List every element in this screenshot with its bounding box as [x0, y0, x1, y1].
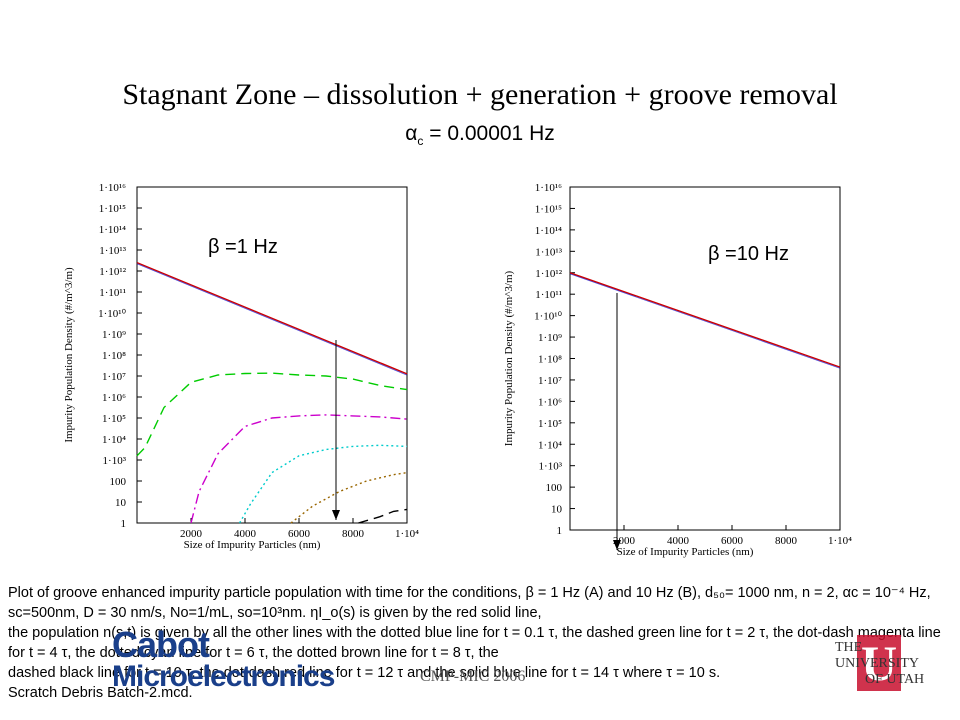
chart-b-y-tick-label: 1·10¹⁰	[534, 311, 562, 323]
chart-b-y-tick-label: 1·10⁶	[538, 396, 562, 408]
chart-b-series-overlay-blue	[569, 273, 841, 369]
chart-b-y-tick-label: 1·10¹⁵	[535, 203, 562, 215]
chart-b-y-tick-label: 1·10¹²	[535, 268, 562, 280]
chart-a-arrow-head	[332, 510, 340, 520]
utah-logo-line3: OF UTAH	[865, 672, 925, 687]
subtitle-sub: c	[417, 134, 424, 149]
chart-b-y-tick-label: 10	[551, 504, 563, 516]
chart-b-y-tick-label: 100	[546, 482, 563, 494]
chart-b-y-tick-label: 1·10⁸	[538, 354, 562, 366]
cabot-logo-line1: Cabot	[112, 624, 210, 665]
cabot-logo-line2: Microelectronics	[112, 660, 335, 693]
utah-logo-line2: UNIVERSITY	[835, 656, 919, 671]
caption-line-2: the population n(s,t) is given by all th…	[8, 625, 941, 661]
chart-b-y-tick-label: 1	[557, 525, 563, 537]
chart-a-y-tick-label: 1·10¹⁵	[99, 203, 126, 215]
slide-title: Stagnant Zone – dissolution + generation…	[122, 78, 838, 111]
slide-subtitle: αc = 0.00001 Hz	[0, 122, 960, 148]
chart-a-y-tick-label: 1·10⁵	[102, 413, 126, 425]
chart-a-x-tick-label: 2000	[180, 528, 203, 540]
chart-b-y-tick-label: 1·10¹⁶	[535, 182, 562, 194]
chart-b-y-axis-label: Impurity Population Density (#/m^3/m)	[503, 270, 515, 446]
chart-a-y-tick-label: 1·10¹²	[99, 266, 126, 278]
chart-a-series-magenta	[190, 414, 408, 524]
chart-b-arrow-head	[613, 540, 621, 550]
chart-b-y-tick-label: 1·10⁵	[538, 418, 562, 430]
chart-b-y-tick-label: 1·10³	[539, 461, 563, 473]
subtitle-alpha: α	[405, 122, 418, 145]
chart-b-y-tick-label: 1·10¹⁴	[535, 225, 562, 237]
chart-a-y-axis-label: Impurity Population Density (#/m^3/m)	[63, 267, 75, 443]
subtitle-rest: = 0.00001 Hz	[423, 122, 555, 145]
chart-a-y-tick-label: 1·10¹³	[99, 245, 126, 257]
chart-a-y-tick-label: 1·10¹⁰	[98, 308, 126, 320]
chart-a-series-brown	[290, 471, 408, 524]
caption-line-3: dashed black line for t = 10 τ, the dot-…	[8, 665, 721, 681]
utah-u-mark: U	[857, 635, 901, 691]
footer-text: CMP-MIC 2006	[420, 668, 526, 685]
chart-a-x-tick-label: 8000	[342, 528, 365, 540]
chart-a-y-tick-label: 1·10¹¹	[99, 287, 126, 299]
chart-b-y-tick-label: 1·10¹³	[535, 246, 562, 258]
chart-b-y-tick-label: 1·10¹¹	[535, 289, 562, 301]
chart-a-series-green	[136, 372, 408, 457]
chart-a-x-axis-label: Size of Impurity Particles (nm)	[184, 539, 321, 551]
chart-a-x-tick-label: 4000	[234, 528, 257, 540]
chart-b-x-axis-label: Size of Impurity Particles (nm)	[617, 546, 754, 558]
utah-logo-line1: THE	[835, 640, 863, 655]
chart-a-y-tick-label: 1	[121, 518, 127, 530]
chart-a-y-tick-label: 1·10⁸	[102, 350, 126, 362]
chart-b-x-tick-label: 1·10⁴	[828, 535, 852, 547]
caption-line-4: Scratch Debris Batch-2.mcd.	[8, 685, 193, 701]
chart-b-y-tick-label: 1·10⁹	[538, 332, 562, 344]
chart-b-series-red	[569, 272, 841, 368]
chart-a-series-overlay-blue	[136, 263, 408, 376]
chart-a-annotation: β =1 Hz	[208, 236, 278, 258]
chart-a-y-tick-label: 1·10⁷	[102, 371, 126, 383]
cabot-logo: Cabot Microelectronics	[112, 624, 335, 693]
chart-b-y-tick-label: 1·10⁷	[538, 375, 562, 387]
chart-a-y-tick-label: 1·10³	[103, 455, 127, 467]
utah-logo-text: THE UNIVERSITY OF UTAH	[835, 640, 924, 688]
chart-a-series-red	[136, 261, 408, 375]
chart-a-y-tick-label: 10	[115, 497, 127, 509]
chart-a-y-tick-label: 1·10⁹	[102, 329, 126, 341]
chart-b-x-tick-label: 6000	[721, 535, 744, 547]
chart-a-y-tick-label: 1·10¹⁶	[99, 182, 126, 194]
figure-caption: Plot of groove enhanced impurity particl…	[8, 583, 954, 703]
chart-a-x-tick-label: 6000	[288, 528, 311, 540]
chart-a-y-tick-label: 1·10⁴	[102, 434, 126, 446]
caption-line-1: Plot of groove enhanced impurity particl…	[8, 585, 931, 621]
chart-a-series-black	[358, 508, 408, 524]
chart-a-y-tick-label: 100	[110, 476, 127, 488]
chart-b-x-tick-label: 8000	[775, 535, 798, 547]
chart-a-y-tick-label: 1·10¹⁴	[99, 224, 126, 236]
chart-a-series-cyan	[238, 444, 408, 524]
chart-b-x-tick-label: 4000	[667, 535, 690, 547]
chart-a-x-tick-label: 1·10⁴	[395, 528, 419, 540]
chart-a-y-tick-label: 1·10⁶	[102, 392, 126, 404]
chart-b-plot-frame	[569, 186, 841, 531]
chart-b-y-tick-label: 1·10⁴	[538, 439, 562, 451]
chart-b-annotation: β =10 Hz	[708, 243, 789, 265]
